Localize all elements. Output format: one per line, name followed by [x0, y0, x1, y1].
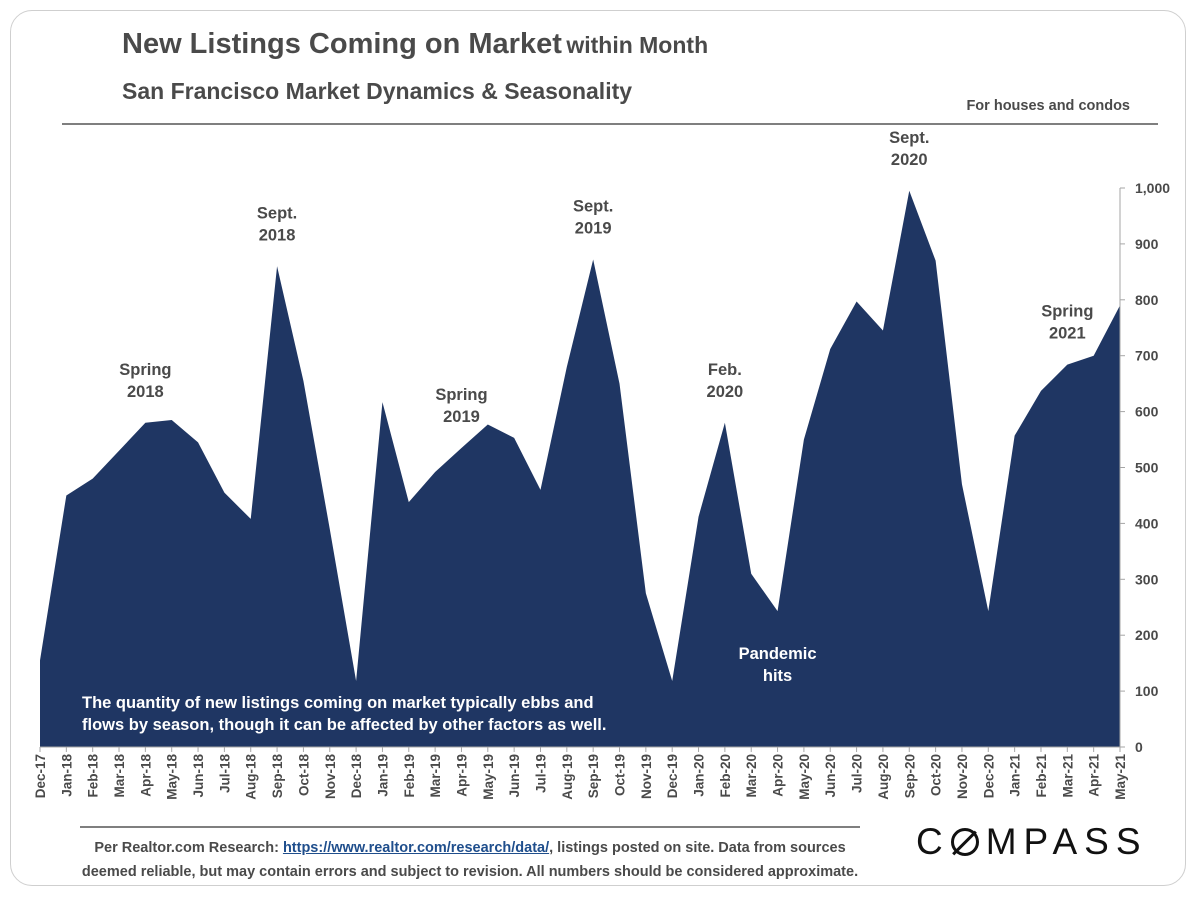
annotation-label: Feb. — [708, 361, 742, 379]
y-tick-label: 1,000 — [1135, 180, 1170, 196]
chart-title-main: New Listings Coming on Market — [122, 28, 562, 60]
x-tick-label: Dec-20 — [981, 754, 996, 798]
annotation-label: Sept. — [257, 204, 297, 222]
x-tick-label: May-19 — [481, 754, 496, 800]
x-tick-label: Feb-21 — [1034, 754, 1049, 798]
y-tick-label: 700 — [1135, 348, 1159, 364]
annotation-label: 2018 — [259, 226, 296, 244]
annotation-label: Spring — [119, 361, 171, 379]
x-tick-label: Sep-18 — [270, 754, 285, 799]
y-tick-label: 900 — [1135, 236, 1159, 252]
x-tick-label: Feb-20 — [718, 754, 733, 798]
y-tick-label: 100 — [1135, 683, 1159, 699]
chart-note-line: flows by season, though it can be affect… — [82, 716, 606, 734]
x-tick-label: Aug-19 — [560, 754, 575, 800]
header-divider — [62, 123, 1158, 125]
x-tick-label: Feb-18 — [86, 754, 101, 798]
x-tick-label: Apr-19 — [454, 754, 469, 797]
x-tick-label: Feb-19 — [402, 754, 417, 798]
x-tick-label: Mar-21 — [1060, 754, 1075, 798]
y-tick-label: 0 — [1135, 739, 1143, 755]
source-note: Per Realtor.com Research: https://www.re… — [62, 836, 878, 884]
annotation-label: Spring — [1041, 303, 1093, 321]
x-tick-label: Mar-18 — [112, 754, 127, 798]
x-tick-label: Jul-20 — [850, 754, 865, 793]
y-tick-label: 500 — [1135, 460, 1159, 476]
annotation-label: hits — [763, 667, 792, 685]
x-tick-label: Dec-18 — [349, 754, 364, 799]
compass-logo: C MPASS — [916, 821, 1148, 862]
annotation-label: Pandemic — [739, 645, 817, 663]
x-tick-label: Mar-19 — [428, 754, 443, 798]
annotation-label: 2020 — [707, 383, 744, 401]
chart-subtitle: San Francisco Market Dynamics & Seasonal… — [122, 78, 633, 104]
annotation-label: 2018 — [127, 383, 164, 401]
x-tick-label: Jul-19 — [533, 754, 548, 793]
chart-note-line: The quantity of new listings coming on m… — [82, 694, 594, 712]
annotation-label: 2019 — [575, 220, 612, 238]
annotation-label: Spring — [435, 386, 487, 404]
x-tick-label: Jun-20 — [823, 754, 838, 798]
y-tick-label: 400 — [1135, 515, 1159, 531]
x-tick-label: Nov-19 — [639, 754, 654, 799]
x-tick-label: Jan-21 — [1008, 754, 1023, 797]
scope-note: For houses and condos — [966, 98, 1130, 114]
x-tick-label: May-20 — [797, 754, 812, 800]
x-tick-label: Jul-18 — [217, 754, 232, 794]
source-disclaimer: deemed reliable, but may contain errors … — [81, 864, 859, 880]
x-tick-label: Nov-18 — [323, 754, 338, 800]
x-tick-label: Jan-20 — [692, 754, 707, 797]
x-tick-label: Aug-18 — [244, 754, 259, 800]
y-tick-label: 800 — [1135, 292, 1159, 308]
y-tick-label: 300 — [1135, 571, 1159, 587]
x-tick-label: Oct-19 — [613, 754, 628, 796]
y-tick-label: 200 — [1135, 627, 1159, 643]
source-suffix: , listings posted on site. Data from sou… — [549, 840, 846, 856]
x-tick-label: Apr-20 — [771, 754, 786, 797]
x-tick-label: Oct-18 — [296, 754, 311, 797]
x-tick-label: Aug-20 — [876, 754, 891, 800]
x-tick-label: Apr-18 — [138, 754, 153, 797]
x-tick-label: May-18 — [165, 754, 180, 800]
annotation-label: 2020 — [891, 151, 928, 169]
x-tick-label: Jun-19 — [507, 754, 522, 798]
chart-title: New Listings Coming on Market within Mon… — [122, 28, 708, 61]
x-tick-label: Dec-17 — [33, 754, 48, 798]
annotation-label: Sept. — [889, 129, 929, 147]
x-tick-label: Jan-19 — [375, 754, 390, 797]
annotation-label: 2019 — [443, 408, 480, 426]
x-tick-label: Apr-21 — [1087, 754, 1102, 797]
x-tick-label: May-21 — [1113, 754, 1128, 800]
y-tick-label: 600 — [1135, 404, 1159, 420]
x-tick-label: Sep-19 — [586, 754, 601, 798]
compass-logo-ring-icon — [950, 828, 979, 856]
x-tick-label: Jan-18 — [59, 754, 74, 797]
annotation-label: 2021 — [1049, 325, 1086, 343]
chart-title-suffix: within Month — [566, 32, 709, 58]
source-link[interactable]: https://www.realtor.com/research/data/ — [282, 840, 550, 856]
series-area — [40, 190, 1120, 748]
x-tick-label: Mar-20 — [744, 754, 759, 798]
footer-divider — [80, 826, 860, 828]
annotation-label: Sept. — [573, 198, 613, 216]
x-tick-label: Sep-20 — [902, 754, 917, 798]
x-tick-label: Dec-19 — [665, 754, 680, 798]
x-tick-label: Jun-18 — [191, 754, 206, 798]
x-tick-label: Nov-20 — [955, 754, 970, 799]
x-tick-label: Oct-20 — [929, 754, 944, 796]
source-prefix: Per Realtor.com Research: — [94, 840, 279, 856]
